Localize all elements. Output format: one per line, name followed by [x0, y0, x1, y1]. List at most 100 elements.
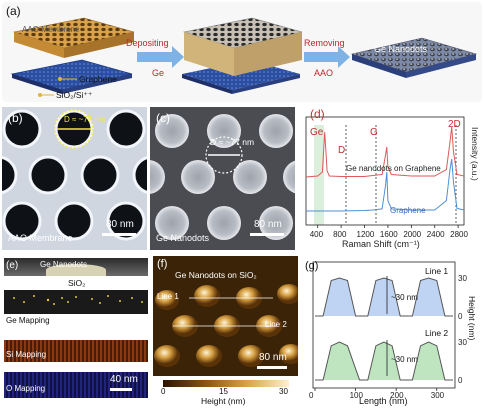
raman-xtick-label: 1200 [357, 230, 375, 239]
panel-d: 400 800 1200 1600 2000 2400 2800 Ge D G 2D Ge … [298, 107, 482, 250]
ge-map-label: Ge Mapping [6, 316, 50, 325]
graphene-label: Graphene [79, 74, 117, 84]
profile-ylabel: Height (nm) [467, 296, 477, 341]
filled-membrane-illustration [182, 17, 303, 94]
panel-g: 0 30 0 30 0 100 200 300 Line 1 Line 2 ~30 nm ~… [301, 256, 482, 406]
afm-dots [154, 284, 298, 369]
panel-b-label: (b) [8, 111, 23, 125]
profile-ann-1: ~30 nm [391, 293, 418, 302]
afm-scale-text: 80 nm [259, 352, 287, 363]
nanodot-caption: Ge Nanodots [156, 233, 210, 243]
raman-series-1 [305, 126, 465, 178]
panel-a-schematic: AAO Membrane Graphene SiO₂/Si⁺⁺ Depositi… [10, 17, 478, 100]
e-nanodots-label: Ge Nanodots [40, 260, 88, 269]
raman-xtick-label: 2400 [427, 230, 445, 239]
profile-series-group: 0 30 0 30 [315, 274, 467, 385]
aao-membrane-illustration [10, 17, 135, 94]
aao-diameter-text: D ≈ ~78 nm [64, 115, 106, 124]
raman-xtick-label: 2800 [450, 230, 468, 239]
raman-xtick-label: 800 [333, 230, 347, 239]
raman-series2-label: Graphene [390, 206, 426, 215]
profile-ann-2: ~30 nm [391, 355, 418, 364]
afm-colorbar [163, 380, 289, 387]
e-scale-text: 40 nm [110, 374, 138, 385]
profile-area-1 [315, 278, 453, 316]
panel-c: (c) D ≈ ~77 nm Ge Nanodots 80 nm [150, 107, 295, 250]
o-map [4, 372, 148, 398]
aao-caption: AAO Membrane [8, 233, 73, 243]
aao-scale-text: 80 nm [106, 219, 134, 230]
profile-line1-label: Line 1 [425, 266, 448, 276]
substrate-label: SiO₂/Si⁺⁺ [56, 90, 93, 100]
panel-e: (e) Ge Nanodots SiO₂ Ge Mapping Si Mappi… [2, 256, 150, 406]
panel-f-label: (f) [157, 258, 168, 270]
profile-xtick-label: 100 [350, 391, 364, 400]
e-scale-bar [110, 388, 132, 391]
profile-xtick-label: 200 [390, 391, 404, 400]
colorbar-tick-0: 0 [161, 387, 166, 396]
raman-axes [305, 116, 465, 226]
nanodot-diameter-text: D ≈ ~77 nm [210, 137, 255, 147]
profile-line2-label: Line 2 [425, 328, 448, 338]
nanodot-highlight [205, 136, 243, 174]
2d-peak-label: 2D [448, 119, 461, 130]
si-map-label: Si Mapping [6, 350, 47, 359]
depositing-arrow [137, 46, 184, 68]
nanodots-illustration [350, 37, 478, 78]
nanodot-bumps [46, 264, 106, 276]
nanodot-scale-bar [250, 233, 284, 236]
raman-xtick-label: 2000 [403, 230, 421, 239]
o-map-label: O Mapping [6, 384, 46, 393]
panel-f: (f) Ge Nanodots on SiO₂ Line 1 Line 2 80… [153, 256, 298, 406]
si-map [4, 340, 148, 362]
panel-g-label: (g) [305, 260, 319, 272]
profile-xtick-label: 0 [309, 391, 314, 400]
panel-a-label: (a) [6, 4, 21, 18]
d-peak-label: D [338, 145, 345, 156]
afm-line2-label: Line 2 [265, 320, 287, 329]
profile-xlabel: Length (nm) [359, 396, 408, 406]
profile-ytick-label: 0 [458, 376, 463, 385]
g-peak-label: G [370, 127, 378, 138]
profile-series-2 [315, 341, 453, 381]
raman-series-2 [306, 158, 465, 212]
ge-map-dots [13, 295, 143, 305]
sio2-band [4, 276, 148, 290]
raman-xtick-label: 1600 [380, 230, 398, 239]
panel-d-label: (d) [310, 107, 325, 121]
raman-ylabel: Intensity (a.u.) [470, 127, 480, 181]
removing-label: Removing [304, 38, 345, 48]
profile-axes [312, 261, 456, 389]
nanodot-scale-text: 80 nm [254, 219, 282, 230]
afm-scale-bar [257, 366, 287, 369]
sem-nanodots-image [150, 107, 295, 250]
profile-series-1 [315, 277, 453, 317]
raman-series-group [305, 126, 465, 212]
afm-title: Ge Nanodots on SiO₂ [175, 270, 257, 280]
removing-arrow [304, 46, 350, 68]
raman-xlabel: Raman Shift (cm⁻¹) [342, 239, 420, 249]
colorbar-tick-15: 15 [219, 387, 228, 396]
aao-scale-bar [102, 233, 136, 236]
raman-series1-label: Ge nanodots on Graphene [346, 164, 441, 173]
colorbar-tick-30: 30 [279, 387, 288, 396]
colorbar-title: Height (nm) [201, 396, 246, 406]
afm-line1-label: Line 1 [157, 292, 179, 301]
ge-map [4, 290, 148, 314]
raman-ticks-group: 400 800 1200 1600 2000 2400 2800 [310, 225, 468, 239]
raman-xtick-label: 400 [310, 230, 324, 239]
profile-ytick-label: 30 [458, 274, 467, 283]
ge-peak-label: Ge [310, 127, 324, 138]
ge-map-caption-band [4, 314, 148, 326]
profile-area-2 [315, 342, 453, 380]
aao-label: AAO Membrane [22, 25, 80, 34]
profile-ytick-label: 30 [458, 338, 467, 347]
panel-a: (a) [2, 2, 482, 102]
depositing-label: Depositing [126, 38, 169, 48]
sem-aao-image [2, 107, 147, 250]
nanodots-label: Ge Nanodots [374, 44, 428, 54]
profile-ticks-group: 0 100 200 300 [309, 388, 445, 400]
profile-xtick-label: 300 [431, 391, 445, 400]
removing-material: AAO [314, 68, 333, 78]
